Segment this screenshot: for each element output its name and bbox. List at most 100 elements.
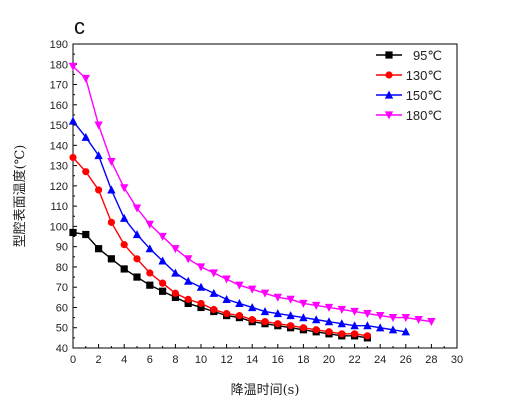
data-point — [401, 314, 410, 322]
data-point — [68, 116, 78, 125]
data-point — [146, 269, 154, 277]
data-point — [388, 314, 398, 322]
data-point — [388, 325, 398, 334]
data-point — [338, 330, 346, 338]
data-point — [363, 332, 371, 340]
data-point — [133, 255, 141, 263]
x-axis-title: 降温时间(s) — [231, 383, 300, 398]
data-point — [235, 281, 244, 290]
data-point — [146, 281, 154, 289]
y-tick-label: 150 — [50, 120, 68, 132]
legend: 95℃ 130℃ 150℃ 180℃ — [376, 48, 442, 123]
legend-marker — [384, 111, 394, 120]
x-tick-label: 30 — [451, 354, 463, 366]
y-tick-label: 140 — [50, 140, 68, 152]
x-tick-label: 0 — [70, 354, 76, 366]
data-point — [299, 324, 307, 332]
data-point — [158, 232, 167, 241]
data-point — [248, 285, 257, 294]
series-2 — [69, 153, 371, 340]
y-tick-label: 90 — [56, 242, 68, 254]
data-point — [299, 299, 308, 308]
data-point — [376, 323, 385, 332]
data-point — [197, 303, 205, 312]
legend-item: 180℃ — [376, 108, 442, 123]
x-tick-label: 8 — [172, 354, 178, 366]
data-point — [235, 299, 244, 308]
data-point — [68, 62, 78, 71]
x-tick-label: 10 — [195, 354, 207, 366]
y-tick-label: 50 — [56, 323, 68, 335]
data-point — [427, 318, 436, 327]
data-point — [158, 256, 167, 265]
x-tick-label: 6 — [147, 354, 153, 366]
data-point — [260, 289, 270, 298]
data-point — [132, 230, 142, 239]
data-point — [324, 317, 334, 326]
x-tick-label: 24 — [374, 354, 386, 366]
y-tick-label: 130 — [50, 161, 68, 173]
y-axis-title: 型腔表面温度(℃) — [12, 145, 28, 248]
data-point — [363, 309, 372, 318]
data-point — [171, 245, 180, 254]
data-point — [81, 132, 90, 141]
data-point — [287, 322, 295, 330]
data-point — [248, 303, 257, 312]
legend-label: 180℃ — [406, 108, 442, 123]
data-point — [196, 263, 206, 272]
legend-item: 150℃ — [376, 88, 442, 103]
data-point — [376, 311, 385, 320]
data-point — [350, 321, 359, 330]
plot-area — [68, 62, 436, 342]
y-axis: 40 50 60 70 80 90 100 110 120 130 140 150 160 170 180 1… — [50, 39, 77, 355]
data-point — [82, 168, 90, 176]
legend-label: 95℃ — [413, 48, 442, 63]
series-line — [72, 157, 368, 337]
data-point — [312, 326, 320, 334]
data-point — [209, 288, 218, 297]
data-point — [197, 299, 205, 308]
data-point — [184, 295, 192, 303]
data-point — [222, 294, 231, 303]
data-point — [209, 269, 218, 278]
x-tick-label: 2 — [96, 354, 102, 366]
data-point — [337, 305, 346, 314]
x-tick-label: 28 — [425, 354, 437, 366]
data-point — [286, 295, 295, 304]
x-tick-label: 22 — [348, 354, 360, 366]
data-point — [286, 311, 295, 320]
legend-marker — [385, 71, 393, 79]
y-tick-label: 180 — [50, 59, 68, 71]
data-point — [274, 320, 282, 328]
data-point — [120, 265, 128, 273]
data-point — [107, 218, 115, 226]
legend-item: 95℃ — [376, 48, 442, 63]
data-point — [120, 241, 128, 249]
y-tick-label: 160 — [50, 100, 68, 112]
x-tick-label: 14 — [246, 354, 258, 366]
data-point — [261, 318, 269, 326]
data-point — [171, 289, 179, 297]
data-point — [210, 305, 218, 314]
data-point — [95, 186, 103, 194]
data-point — [196, 282, 206, 291]
data-point — [260, 307, 270, 316]
data-point — [184, 299, 192, 308]
data-point — [95, 245, 103, 253]
data-point — [312, 301, 321, 310]
legend-marker — [385, 51, 393, 59]
data-point — [325, 328, 333, 336]
legend-item: 130℃ — [376, 68, 442, 83]
legend-marker — [384, 90, 394, 99]
data-point — [107, 185, 116, 194]
data-point — [120, 184, 129, 193]
y-tick-label: 60 — [56, 302, 68, 314]
data-point — [145, 244, 154, 253]
data-point — [94, 151, 103, 160]
x-axis: 0 2 4 6 8 10 12 14 16 18 20 22 24 26 28 30 — [70, 344, 463, 366]
data-point — [235, 311, 243, 320]
data-point — [133, 273, 141, 281]
data-point — [299, 313, 308, 322]
y-tick-label: 80 — [56, 262, 68, 274]
data-point — [132, 204, 142, 213]
